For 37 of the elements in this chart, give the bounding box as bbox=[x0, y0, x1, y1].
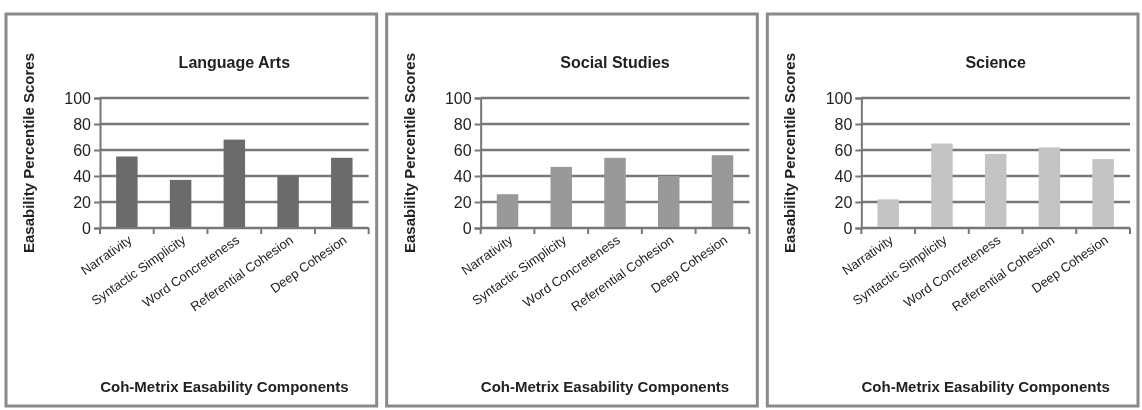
bar bbox=[984, 153, 1007, 228]
bar bbox=[931, 143, 953, 228]
y-axis-title: Easability Percentile Scores bbox=[781, 52, 799, 254]
x-axis-title: Coh-Metrix Easability Components bbox=[480, 378, 730, 395]
bar bbox=[657, 176, 680, 228]
chart-title: Science bbox=[965, 54, 1027, 71]
y-axis-title: Easability Percentile Scores bbox=[400, 52, 418, 254]
y-tick-label: 0 bbox=[843, 219, 853, 237]
bar bbox=[1092, 159, 1114, 228]
y-tick-label: 40 bbox=[834, 167, 853, 185]
y-tick-label: 40 bbox=[453, 167, 472, 185]
x-axis-title: Coh-Metrix Easability Components bbox=[100, 378, 349, 395]
y-axis-title: Easability Percentile Scores bbox=[20, 52, 37, 254]
y-tick-label: 60 bbox=[834, 141, 853, 159]
chart-title: Language Arts bbox=[178, 54, 291, 71]
y-tick-label: 0 bbox=[82, 219, 92, 237]
y-tick-label: 20 bbox=[73, 193, 92, 211]
y-tick-label: 80 bbox=[453, 115, 472, 133]
bar bbox=[496, 194, 519, 228]
y-tick-label: 100 bbox=[444, 89, 472, 107]
y-tick-label: 60 bbox=[453, 141, 472, 159]
bar bbox=[877, 199, 899, 228]
bar bbox=[711, 155, 734, 228]
chart-title: Social Studies bbox=[560, 54, 670, 71]
y-tick-label: 60 bbox=[73, 141, 92, 159]
y-tick-label: 80 bbox=[73, 115, 92, 133]
y-tick-label: 20 bbox=[834, 193, 853, 211]
y-tick-label: 100 bbox=[64, 89, 92, 107]
y-tick-label: 40 bbox=[73, 167, 92, 185]
bar bbox=[604, 157, 626, 228]
y-tick-label: 100 bbox=[825, 89, 853, 107]
bar bbox=[550, 166, 573, 228]
x-axis-title: Coh-Metrix Easability Components bbox=[861, 378, 1110, 395]
y-tick-label: 80 bbox=[834, 115, 853, 133]
y-tick-label: 0 bbox=[462, 219, 472, 237]
y-tick-label: 20 bbox=[453, 193, 472, 211]
bar bbox=[1038, 147, 1061, 228]
